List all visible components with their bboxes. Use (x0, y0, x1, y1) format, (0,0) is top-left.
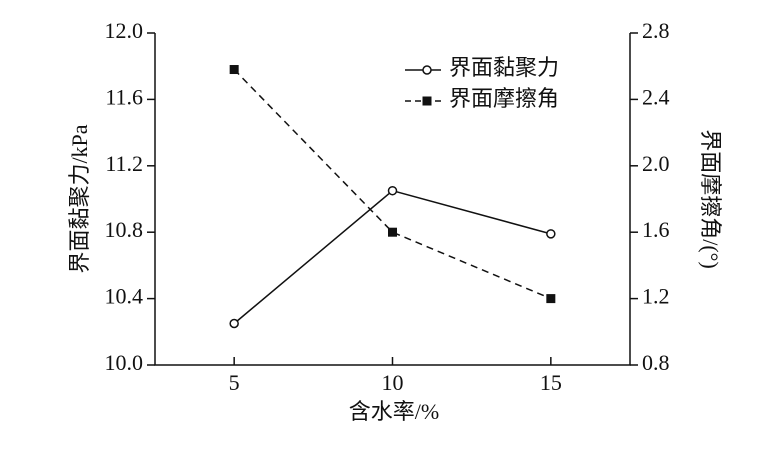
y-tick-label: 10.4 (105, 284, 144, 309)
y-tick-label: 10.8 (105, 217, 144, 242)
data-point (546, 294, 556, 304)
data-point (546, 229, 556, 239)
y2-tick-label: 2.4 (642, 84, 670, 109)
legend-marker (422, 96, 432, 106)
data-point (388, 227, 397, 237)
y-tick-label: 11.6 (105, 84, 143, 109)
y2-axis-label: 界面摩擦角/(°) (698, 129, 723, 269)
data-point (229, 318, 239, 329)
y-tick-label: 11.2 (105, 151, 143, 176)
legend-marker (422, 65, 432, 75)
legend-label: 界面摩擦角 (449, 86, 559, 111)
axes (154, 33, 631, 366)
series-line (233, 189, 552, 325)
legend-label: 界面黏聚力 (449, 55, 559, 80)
y2-tick-label: 2.8 (642, 18, 670, 43)
series-line (233, 68, 552, 300)
y2-tick-label: 0.8 (642, 350, 670, 375)
y-tick-label: 10.0 (105, 350, 144, 375)
y2-tick-label: 1.6 (642, 217, 670, 242)
y2-tick-label: 2.0 (642, 151, 670, 176)
y2-tick-label: 1.2 (642, 284, 670, 309)
data-point (387, 185, 398, 196)
x-tick-label: 5 (229, 370, 240, 395)
x-tick-label: 10 (382, 370, 404, 395)
y-axis-label: 界面黏聚力/kPa (67, 124, 92, 273)
data-point (229, 65, 239, 75)
x-tick-label: 15 (540, 370, 562, 395)
y-tick-label: 12.0 (105, 18, 144, 43)
x-axis-label: 含水率/% (349, 399, 439, 424)
